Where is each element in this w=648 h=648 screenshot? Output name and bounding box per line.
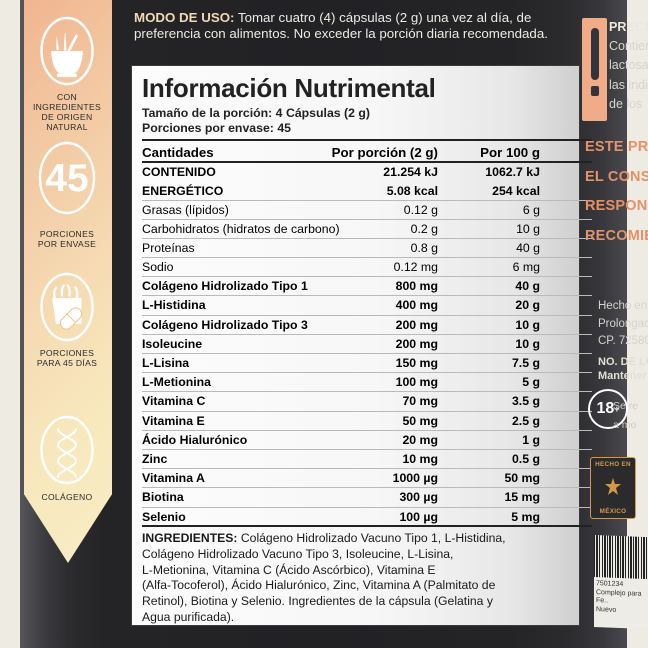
- svg-text:45: 45: [45, 157, 88, 200]
